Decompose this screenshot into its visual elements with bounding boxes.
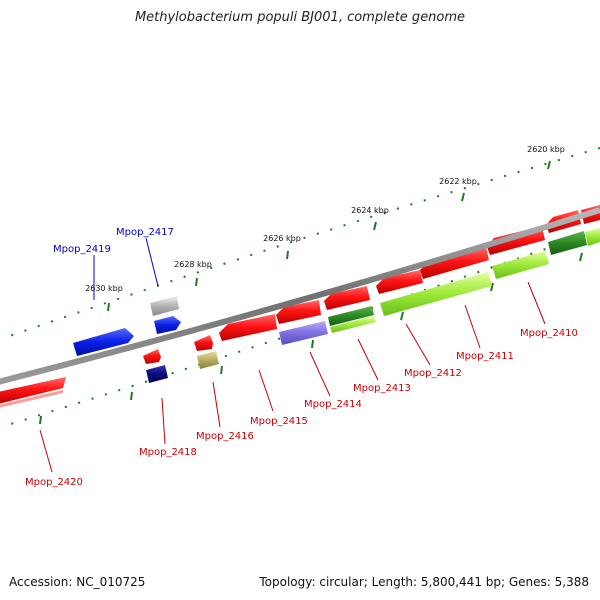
tick-label: 2624 kbp <box>351 206 389 215</box>
gene-arrow-mpop-2411b[interactable] <box>492 251 549 279</box>
gene-arrow-mpop-2420[interactable] <box>0 377 66 404</box>
gene-label-mpop-2417[interactable]: Mpop_2417 <box>116 227 174 238</box>
gene-label-mpop-2418[interactable]: Mpop_2418 <box>139 447 197 458</box>
gene-arrow-mpop-2418b[interactable] <box>146 365 168 383</box>
gene-arrow-mpop-2413b[interactable] <box>328 306 374 326</box>
gene-label-mpop-2411[interactable]: Mpop_2411 <box>456 351 514 362</box>
genome-backbone <box>0 207 600 385</box>
gene-arrow-mpop-2420-shadow <box>0 390 63 408</box>
gene-label-mpop-2420[interactable]: Mpop_2420 <box>25 477 83 488</box>
tick-label: 2630 kbp <box>85 284 123 293</box>
tick-label: 2622 kbp <box>439 177 477 186</box>
genome-summary-text: Topology: circular; Length: 5,800,441 bp… <box>259 575 589 589</box>
gene-label-mpop-2413[interactable]: Mpop_2413 <box>353 383 411 394</box>
gene-arrow-mpop-2413a[interactable] <box>324 286 370 310</box>
gene-arrow-mpop-2412b[interactable] <box>380 272 492 316</box>
gene-arrow-mpop-2412a[interactable] <box>376 270 423 294</box>
gene-arrow-mpop-2411a[interactable] <box>420 247 489 279</box>
gene-arrow-mpop-2416a[interactable] <box>194 335 213 351</box>
tick-label: 2626 kbp <box>263 234 301 243</box>
tick-label: 2620 kbp <box>527 145 565 154</box>
gene-arrow-mpop-2414a[interactable] <box>276 300 321 324</box>
tick-label: 2628 kbp <box>174 260 212 269</box>
gene-arrow-mpop-2417b[interactable] <box>154 316 181 334</box>
gene-arrow-mpop-2413c[interactable] <box>330 316 376 333</box>
gene-label-mpop-2419[interactable]: Mpop_2419 <box>53 244 111 255</box>
gene-label-mpop-2410[interactable]: Mpop_2410 <box>520 328 578 339</box>
gene-label-mpop-2414[interactable]: Mpop_2414 <box>304 399 362 410</box>
label-leaders <box>39 237 546 473</box>
gene-arrow-mpop-2416b[interactable] <box>197 351 219 369</box>
genome-title: Methylobacterium populi BJ001, complete … <box>134 10 466 25</box>
gene-arrow-mpop-2418a[interactable] <box>143 349 161 364</box>
major-ticks <box>39 160 583 425</box>
gene-arrow-mpop-2417a[interactable] <box>150 296 179 316</box>
gene-label-mpop-2412[interactable]: Mpop_2412 <box>404 368 462 379</box>
gene-arrow-mpop-2414b[interactable] <box>279 321 328 345</box>
gene-arrow-mpop-2410b[interactable] <box>548 231 587 255</box>
gene-label-mpop-2416[interactable]: Mpop_2416 <box>196 431 254 442</box>
gene-arrow-mpop-2410e[interactable] <box>585 228 600 246</box>
gene-arrow-mpop-2415[interactable] <box>219 314 277 341</box>
accession-text: Accession: NC_010725 <box>9 575 146 589</box>
gene-arrow-mpop-2419[interactable] <box>73 328 134 356</box>
gene-label-mpop-2415[interactable]: Mpop_2415 <box>250 416 308 427</box>
